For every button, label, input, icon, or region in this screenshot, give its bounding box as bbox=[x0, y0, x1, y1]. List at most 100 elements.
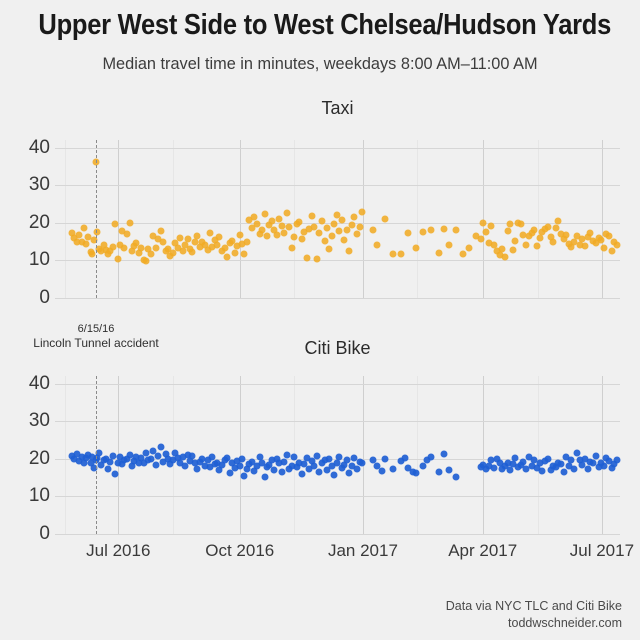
data-point bbox=[288, 462, 296, 470]
data-point bbox=[73, 238, 81, 246]
data-point bbox=[576, 456, 584, 463]
data-point bbox=[373, 241, 381, 249]
data-point bbox=[592, 239, 600, 247]
data-point bbox=[149, 232, 157, 240]
data-point bbox=[506, 220, 514, 228]
gridline-vertical-minor bbox=[65, 376, 67, 534]
data-point bbox=[305, 465, 313, 473]
gridline-vertical-minor bbox=[538, 140, 540, 298]
data-point bbox=[268, 456, 276, 464]
data-point bbox=[285, 223, 293, 231]
data-point bbox=[236, 462, 244, 470]
data-point bbox=[283, 451, 291, 459]
gridline-vertical-major bbox=[362, 376, 364, 534]
data-point bbox=[487, 222, 495, 230]
data-point bbox=[570, 465, 578, 473]
data-point bbox=[223, 454, 231, 462]
data-point bbox=[522, 465, 530, 473]
data-point bbox=[123, 230, 131, 238]
data-point bbox=[179, 247, 187, 255]
data-point bbox=[68, 229, 76, 237]
data-point bbox=[97, 461, 105, 469]
data-point bbox=[188, 452, 196, 460]
data-point bbox=[75, 457, 83, 465]
y-axis-tick-label: 30 bbox=[28, 410, 50, 432]
data-point bbox=[318, 459, 326, 467]
data-point bbox=[196, 243, 204, 251]
data-point bbox=[584, 465, 592, 473]
data-point bbox=[323, 466, 331, 474]
y-axis-tick-label: 0 bbox=[39, 523, 50, 544]
data-point bbox=[600, 462, 608, 470]
data-point bbox=[123, 455, 131, 463]
gridline-horizontal bbox=[55, 496, 620, 498]
data-point bbox=[333, 211, 341, 219]
gridline-horizontal bbox=[55, 185, 620, 187]
data-point bbox=[116, 241, 124, 249]
data-point bbox=[93, 228, 101, 236]
data-point bbox=[333, 459, 341, 467]
data-point bbox=[84, 451, 92, 459]
gridline-vertical-major bbox=[239, 376, 241, 534]
data-point bbox=[236, 231, 244, 239]
data-point bbox=[135, 459, 143, 467]
data-point bbox=[196, 458, 204, 466]
gridline-vertical-minor bbox=[293, 140, 295, 298]
data-point bbox=[208, 453, 216, 461]
data-point bbox=[343, 226, 351, 234]
data-point bbox=[589, 459, 597, 467]
data-point bbox=[80, 224, 88, 232]
data-point bbox=[171, 449, 179, 457]
data-point bbox=[369, 226, 377, 234]
data-point bbox=[109, 243, 117, 251]
data-point bbox=[554, 217, 562, 224]
data-point bbox=[295, 459, 303, 467]
data-point bbox=[201, 462, 209, 470]
data-point bbox=[358, 459, 366, 467]
data-point bbox=[215, 233, 223, 241]
data-point bbox=[184, 451, 192, 459]
y-axis-tick-label: 20 bbox=[28, 211, 50, 233]
data-point bbox=[328, 232, 336, 240]
data-point bbox=[369, 456, 377, 464]
gridline-vertical-minor bbox=[416, 140, 418, 298]
data-point bbox=[325, 245, 333, 253]
data-point bbox=[435, 249, 443, 257]
data-point bbox=[330, 220, 338, 227]
data-point bbox=[335, 453, 343, 460]
data-point bbox=[423, 456, 431, 463]
data-point bbox=[88, 250, 96, 258]
data-point bbox=[496, 459, 504, 467]
gridline-vertical-major bbox=[601, 140, 603, 298]
data-point bbox=[323, 224, 331, 232]
data-point bbox=[193, 232, 201, 240]
data-point bbox=[253, 462, 261, 470]
data-point bbox=[479, 461, 487, 469]
data-point bbox=[308, 212, 315, 220]
data-point bbox=[130, 457, 138, 465]
data-point bbox=[188, 248, 196, 256]
y-axis-tick-label: 40 bbox=[28, 136, 50, 158]
data-point bbox=[298, 235, 306, 243]
data-point bbox=[78, 453, 86, 461]
data-point bbox=[381, 215, 389, 223]
data-point bbox=[300, 460, 308, 468]
data-point bbox=[373, 462, 381, 470]
data-point bbox=[191, 238, 199, 246]
data-point bbox=[118, 227, 126, 235]
data-point bbox=[509, 460, 517, 468]
data-point bbox=[501, 462, 509, 470]
data-point bbox=[243, 238, 251, 246]
data-point bbox=[95, 449, 103, 457]
data-point bbox=[487, 456, 495, 464]
gridline-vertical-major bbox=[362, 140, 364, 298]
data-point bbox=[111, 220, 119, 227]
gridline-horizontal bbox=[55, 534, 620, 535]
y-axis-tick-label: 10 bbox=[28, 249, 50, 271]
data-point bbox=[490, 241, 498, 249]
data-point bbox=[340, 461, 348, 469]
data-point bbox=[536, 459, 544, 467]
gridline-horizontal bbox=[55, 383, 620, 385]
data-point bbox=[578, 235, 586, 243]
data-point bbox=[215, 466, 223, 474]
